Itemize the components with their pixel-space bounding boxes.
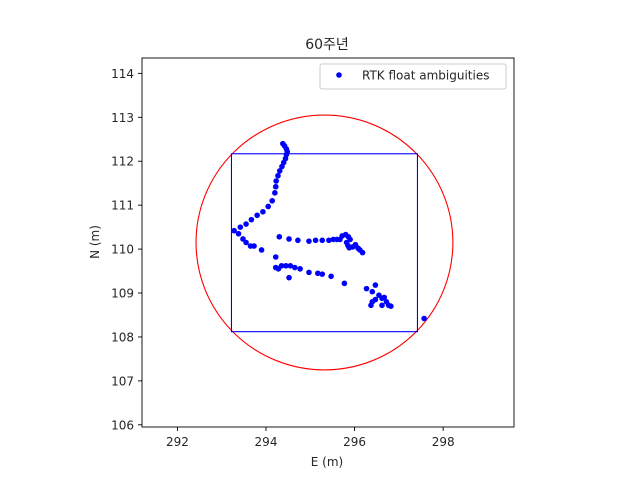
y-tick-label: 106 — [111, 418, 134, 432]
data-point — [319, 237, 326, 244]
data-point — [359, 249, 366, 256]
data-point — [272, 190, 278, 196]
x-axis-label: E (m) — [311, 455, 343, 469]
legend-frame — [319, 63, 507, 90]
axis-ticks: 292 294 296 298 106 107 108 109 110 111 112 113 114 — [111, 67, 455, 449]
boundary-rectangle — [230, 153, 419, 333]
y-tick-label: 107 — [111, 374, 134, 388]
y-tick-label: 110 — [111, 243, 134, 257]
data-point — [237, 224, 244, 230]
x-tick-label: 294 — [255, 435, 278, 449]
data-point — [326, 237, 332, 244]
data-point — [341, 280, 348, 287]
axes-frame — [141, 57, 515, 428]
legend: RTK float ambiguities — [319, 63, 507, 90]
data-point — [248, 216, 255, 223]
data-point — [272, 183, 279, 190]
y-tick-label: 108 — [111, 330, 134, 344]
data-point — [272, 254, 279, 260]
data-point — [306, 238, 312, 244]
legend-label: RTK float ambiguities — [362, 69, 489, 83]
data-point — [254, 212, 260, 219]
data-point — [297, 266, 303, 272]
y-tick-label: 112 — [111, 155, 134, 169]
data-point — [372, 282, 379, 288]
x-tick-label: 292 — [166, 435, 189, 449]
data-point — [279, 163, 285, 170]
data-point — [369, 288, 376, 295]
data-point — [315, 270, 321, 277]
data-point — [381, 294, 388, 301]
legend-marker — [336, 72, 342, 78]
data-point — [286, 236, 292, 242]
data-point — [231, 227, 237, 234]
data-point — [251, 243, 257, 249]
data-point — [379, 302, 385, 309]
data-point — [258, 247, 265, 253]
data-point — [235, 230, 242, 237]
y-tick-label: 114 — [111, 67, 134, 81]
data-point — [273, 178, 279, 184]
chart-title: 60주년 — [305, 37, 349, 53]
y-tick-label: 109 — [111, 287, 134, 301]
data-point — [295, 237, 301, 244]
data-point — [283, 262, 289, 269]
data-point — [421, 315, 427, 322]
y-axis-label: N (m) — [88, 225, 102, 259]
data-point — [291, 264, 298, 271]
data-point — [269, 197, 276, 204]
data-point — [265, 203, 272, 210]
data-point — [306, 269, 312, 276]
data-point — [328, 273, 334, 280]
data-point — [278, 262, 285, 269]
x-tick-label: 298 — [432, 435, 455, 449]
data-point — [276, 168, 283, 174]
x-tick-label: 296 — [343, 435, 366, 449]
data-point — [319, 271, 326, 277]
y-tick-label: 111 — [111, 199, 134, 213]
plot-content — [195, 114, 454, 371]
data-point — [275, 172, 281, 179]
data-point — [260, 208, 266, 215]
data-point — [276, 233, 283, 240]
data-point — [243, 221, 249, 227]
data-point — [286, 274, 292, 281]
data-point — [312, 237, 319, 244]
data-point — [368, 302, 374, 309]
data-point — [388, 303, 394, 309]
plot-area — [141, 57, 515, 428]
data-point — [243, 239, 249, 246]
y-tick-label: 113 — [111, 111, 134, 125]
boundary-circle — [195, 114, 454, 371]
data-point — [287, 262, 294, 269]
data-point — [363, 285, 370, 292]
